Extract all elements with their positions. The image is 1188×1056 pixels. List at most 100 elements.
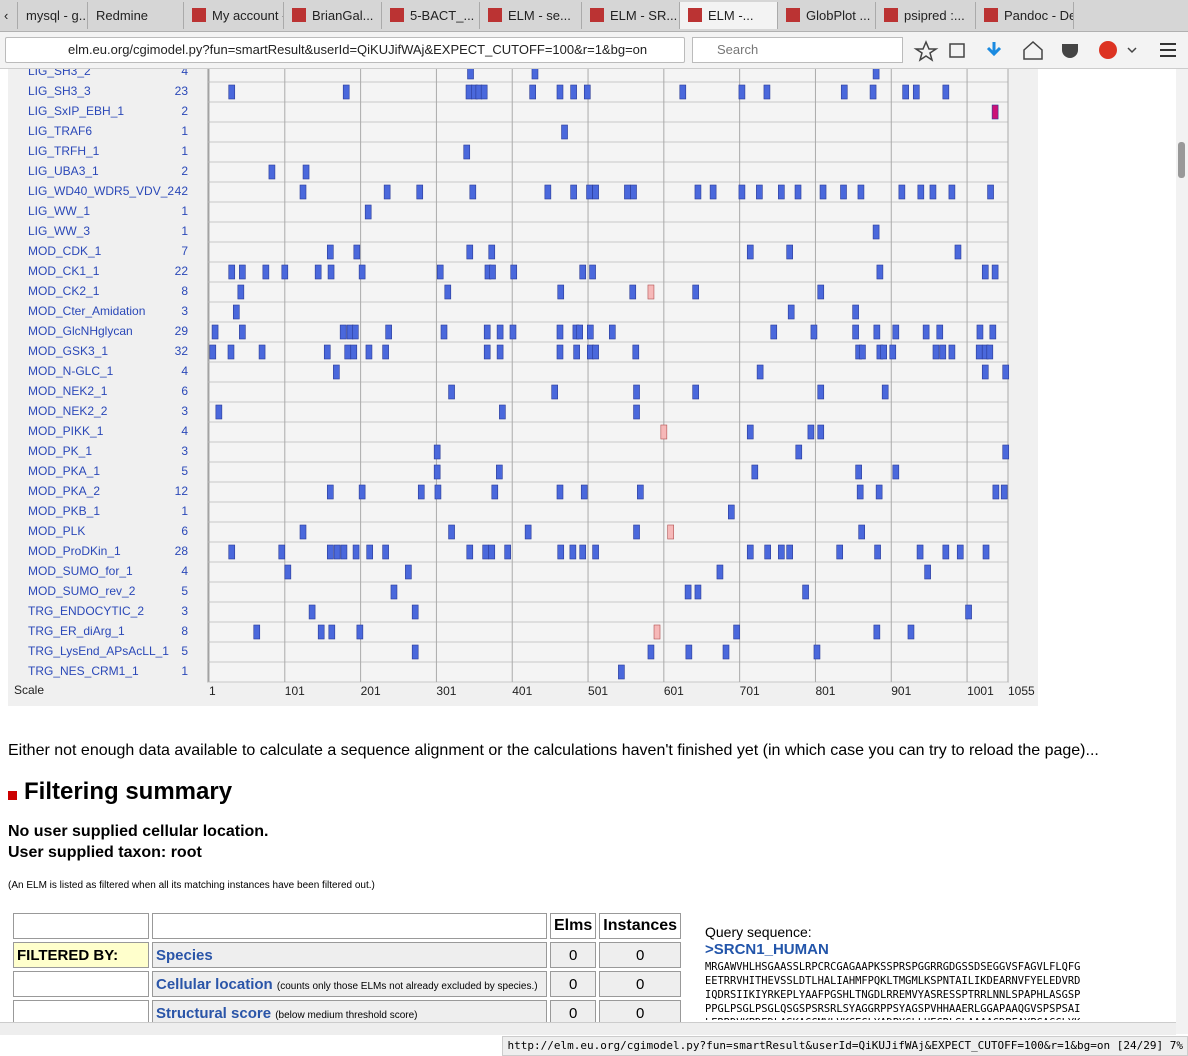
motif-instance[interactable] — [358, 484, 366, 500]
motif-instance[interactable] — [499, 404, 506, 420]
motif-instance[interactable] — [299, 524, 307, 540]
motif-name[interactable]: LIG_WW_1 — [28, 204, 90, 218]
motif-instance[interactable] — [876, 264, 884, 280]
motif-instance[interactable] — [323, 344, 331, 360]
motif-instance[interactable] — [982, 544, 990, 560]
motif-instance[interactable] — [258, 344, 266, 360]
motif-instance[interactable] — [989, 324, 997, 340]
motif-name[interactable]: MOD_GlcNHglycan — [28, 324, 133, 338]
motif-instance[interactable] — [209, 344, 217, 360]
motif-instance[interactable] — [608, 324, 616, 340]
motif-instance[interactable] — [544, 184, 552, 200]
motif-instance[interactable] — [912, 84, 920, 100]
motif-instance[interactable] — [751, 464, 759, 480]
motif-name[interactable]: TRG_ER_diArg_1 — [28, 624, 125, 638]
motif-instance[interactable] — [556, 484, 564, 500]
motif-instance[interactable] — [390, 584, 398, 600]
motif-instance[interactable] — [647, 644, 655, 660]
motif-name[interactable]: LIG_SxIP_EBH_1 — [28, 104, 124, 118]
motif-instance[interactable] — [383, 184, 391, 200]
motif-name[interactable]: MOD_CK2_1 — [28, 284, 100, 298]
motif-instance[interactable] — [529, 84, 536, 100]
url-field[interactable]: elm.eu.org/cgimodel.py?fun=smartResult&u… — [5, 37, 685, 63]
motif-instance[interactable] — [299, 184, 307, 200]
motif-instance[interactable] — [694, 584, 702, 600]
motif-instance[interactable] — [326, 484, 334, 500]
motif-instance[interactable] — [570, 184, 577, 200]
motif-instance[interactable] — [489, 264, 496, 280]
motif-instance[interactable] — [228, 84, 236, 100]
motif-instance[interactable] — [483, 344, 491, 360]
motif-instance[interactable] — [586, 184, 593, 200]
motif-instance[interactable] — [948, 184, 956, 200]
motif-name[interactable]: MOD_GSK3_1 — [28, 344, 108, 358]
motif-name[interactable]: MOD_NEK2_1 — [28, 384, 108, 398]
motif-instance[interactable] — [228, 544, 236, 560]
motif-instance[interactable] — [778, 184, 785, 200]
motif-instance[interactable] — [326, 544, 334, 560]
motif-instance[interactable] — [810, 324, 818, 340]
motif-instance[interactable] — [746, 544, 754, 560]
motif-instance[interactable] — [981, 264, 989, 280]
motif-instance[interactable] — [561, 124, 568, 140]
motif-instance[interactable] — [504, 544, 511, 560]
filter-name[interactable]: Structural score — [156, 1004, 272, 1022]
motif-instance[interactable] — [746, 244, 754, 260]
motif-instance[interactable] — [873, 624, 881, 640]
motif-instance[interactable] — [916, 544, 924, 560]
motif-instance[interactable] — [965, 604, 972, 620]
motif-instance[interactable] — [440, 324, 448, 340]
v-scrollbar[interactable] — [1176, 68, 1188, 1034]
motif-instance[interactable] — [268, 164, 276, 180]
motif-instance[interactable] — [592, 544, 599, 560]
motif-name[interactable]: MOD_CDK_1 — [28, 244, 102, 258]
motif-instance[interactable] — [924, 564, 931, 580]
tab[interactable]: BrianGal... — [284, 2, 382, 29]
motif-instance[interactable] — [253, 624, 261, 640]
tab[interactable]: My account -... — [184, 2, 284, 29]
motif-instance[interactable] — [239, 264, 246, 280]
motif-name[interactable]: MOD_CK1_1 — [28, 264, 100, 278]
motif-instance[interactable] — [215, 404, 223, 420]
motif-instance[interactable] — [629, 284, 637, 300]
motif-instance[interactable] — [917, 184, 925, 200]
motif-instance[interactable] — [756, 364, 764, 380]
motif-instance[interactable] — [795, 444, 803, 460]
download-icon[interactable] — [986, 42, 1002, 57]
motif-instance[interactable] — [764, 544, 771, 560]
filtered-instance[interactable] — [647, 284, 655, 300]
motif-instance[interactable] — [496, 344, 504, 360]
motif-instance[interactable] — [873, 324, 881, 340]
motif-instance[interactable] — [524, 524, 532, 540]
motif-instance[interactable] — [466, 244, 474, 260]
motif-instance[interactable] — [333, 544, 341, 560]
motif-instance[interactable] — [579, 264, 587, 280]
motif-instance[interactable] — [880, 344, 887, 360]
motif-instance[interactable] — [633, 404, 640, 420]
motif-instance[interactable] — [976, 324, 984, 340]
motif-name[interactable]: TRG_ENDOCYTIC_2 — [28, 604, 144, 618]
motif-name[interactable]: MOD_PIKK_1 — [28, 424, 104, 438]
motif-instance[interactable] — [416, 184, 424, 200]
motif-instance[interactable] — [991, 104, 999, 120]
motif-name[interactable]: MOD_N-GLC_1 — [28, 364, 114, 378]
motif-instance[interactable] — [469, 184, 477, 200]
motif-instance[interactable] — [580, 484, 588, 500]
search-field[interactable]: Search — [692, 37, 903, 63]
motif-instance[interactable] — [956, 544, 964, 560]
motif-name[interactable]: MOD_PKA_1 — [28, 464, 100, 478]
motif-instance[interactable] — [936, 324, 944, 340]
motif-instance[interactable] — [589, 264, 596, 280]
motif-instance[interactable] — [333, 364, 340, 380]
motif-instance[interactable] — [630, 184, 637, 200]
motif-instance[interactable] — [975, 344, 983, 360]
motif-instance[interactable] — [836, 544, 844, 560]
motif-instance[interactable] — [728, 504, 735, 520]
motif-instance[interactable] — [281, 264, 289, 280]
tab[interactable]: GlobPlot ... — [778, 2, 876, 29]
motif-name[interactable]: MOD_PLK — [28, 524, 85, 538]
motif-instance[interactable] — [618, 664, 625, 680]
motif-instance[interactable] — [694, 184, 702, 200]
h-scrollbar[interactable] — [0, 1022, 1176, 1035]
motif-instance[interactable] — [448, 384, 455, 400]
